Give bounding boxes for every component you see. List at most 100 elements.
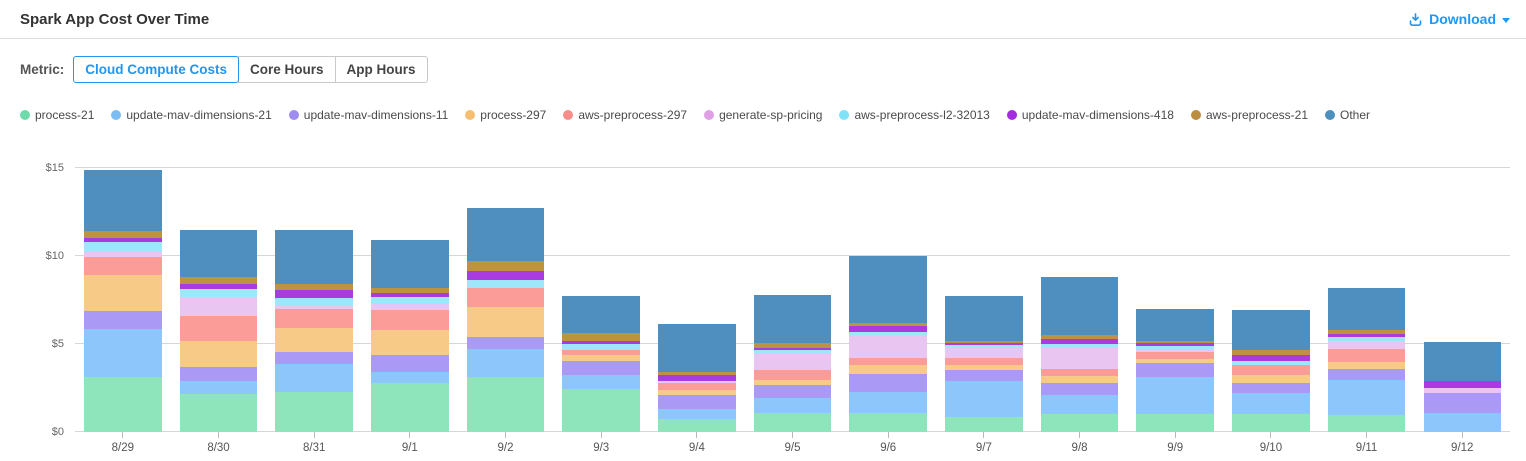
download-button[interactable]: Download: [1408, 11, 1510, 27]
bar-segment-update-mav-dimensions-418[interactable]: [275, 289, 353, 299]
bar-segment-update-mav-dimensions-11[interactable]: [1136, 363, 1214, 378]
bar-segment-aws-preprocess-297[interactable]: [562, 350, 640, 355]
bar-segment-update-mav-dimensions-418[interactable]: [371, 293, 449, 298]
bar-segment-generate-sp-pricing[interactable]: [849, 335, 927, 359]
tab-cloud-compute-costs[interactable]: Cloud Compute Costs: [73, 56, 240, 83]
bar-segment-process-297[interactable]: [371, 329, 449, 356]
bar-segment-aws-preprocess-l2-32013[interactable]: [371, 297, 449, 304]
bar-segment-process-21[interactable]: [1040, 414, 1119, 432]
bar-segment-Other[interactable]: [1423, 342, 1501, 381]
bar-segment-process-297[interactable]: [1040, 375, 1119, 383]
bar-segment-process-297[interactable]: [275, 328, 353, 352]
legend-item-aws-preprocess-297[interactable]: aws-preprocess-297: [563, 108, 687, 122]
bar-segment-process-297[interactable]: [179, 340, 258, 367]
bar-segment-update-mav-dimensions-418[interactable]: [1327, 334, 1406, 338]
bar-segment-update-mav-dimensions-418[interactable]: [753, 347, 832, 351]
bar-segment-generate-sp-pricing[interactable]: [84, 251, 162, 257]
bar-segment-aws-preprocess-21[interactable]: [371, 287, 449, 294]
stacked-bar-9/5[interactable]: [753, 168, 832, 432]
bar-segment-aws-preprocess-21[interactable]: [179, 277, 258, 285]
bar-segment-update-mav-dimensions-21[interactable]: [1040, 395, 1119, 415]
bar-segment-aws-preprocess-l2-32013[interactable]: [179, 288, 258, 297]
bar-segment-update-mav-dimensions-21[interactable]: [1327, 380, 1406, 416]
bar-segment-Other[interactable]: [179, 229, 258, 278]
bar-segment-update-mav-dimensions-418[interactable]: [179, 284, 258, 289]
legend-item-Other[interactable]: Other: [1325, 108, 1370, 122]
bar-segment-aws-preprocess-l2-32013[interactable]: [1232, 360, 1310, 366]
bar-segment-update-mav-dimensions-418[interactable]: [1232, 354, 1310, 361]
bar-segment-update-mav-dimensions-11[interactable]: [562, 360, 640, 375]
bar-segment-Other[interactable]: [371, 240, 449, 288]
legend-item-update-mav-dimensions-21[interactable]: update-mav-dimensions-21: [111, 108, 272, 122]
bar-segment-aws-preprocess-297[interactable]: [371, 309, 449, 330]
bar-segment-update-mav-dimensions-11[interactable]: [1232, 382, 1310, 394]
bar-segment-aws-preprocess-21[interactable]: [562, 332, 640, 342]
bar-segment-update-mav-dimensions-418[interactable]: [1423, 380, 1501, 389]
bar-segment-aws-preprocess-l2-32013[interactable]: [753, 350, 832, 354]
legend-item-update-mav-dimensions-418[interactable]: update-mav-dimensions-418: [1006, 108, 1174, 122]
bar-segment-update-mav-dimensions-21[interactable]: [849, 392, 927, 413]
bar-segment-generate-sp-pricing[interactable]: [753, 353, 832, 371]
bar-segment-Other[interactable]: [1232, 309, 1310, 351]
bar-segment-aws-preprocess-21[interactable]: [1136, 340, 1214, 344]
bar-segment-Other[interactable]: [562, 295, 640, 333]
bar-segment-update-mav-dimensions-11[interactable]: [945, 370, 1023, 381]
stacked-bar-9/3[interactable]: [562, 168, 640, 432]
bar-segment-process-21[interactable]: [275, 392, 353, 432]
bar-segment-update-mav-dimensions-11[interactable]: [466, 336, 545, 350]
bar-segment-aws-preprocess-297[interactable]: [84, 256, 162, 276]
bar-segment-update-mav-dimensions-11[interactable]: [84, 311, 162, 330]
bar-segment-update-mav-dimensions-21[interactable]: [753, 397, 832, 413]
bar-segment-aws-preprocess-21[interactable]: [945, 340, 1023, 344]
bar-segment-aws-preprocess-l2-32013[interactable]: [275, 298, 353, 307]
bar-segment-update-mav-dimensions-11[interactable]: [1040, 382, 1119, 396]
legend-item-process-21[interactable]: process-21: [20, 108, 94, 122]
bar-segment-aws-preprocess-21[interactable]: [466, 261, 545, 272]
bar-segment-process-297[interactable]: [562, 354, 640, 361]
legend-item-aws-preprocess-l2-32013[interactable]: aws-preprocess-l2-32013: [839, 108, 990, 122]
bar-segment-process-21[interactable]: [1327, 415, 1406, 432]
bar-segment-process-297[interactable]: [466, 307, 545, 337]
bar-segment-aws-preprocess-l2-32013[interactable]: [562, 344, 640, 351]
bar-segment-update-mav-dimensions-21[interactable]: [466, 349, 545, 377]
bar-segment-process-297[interactable]: [84, 275, 162, 312]
bar-segment-generate-sp-pricing[interactable]: [1040, 347, 1119, 369]
bar-segment-update-mav-dimensions-21[interactable]: [371, 372, 449, 383]
bar-segment-aws-preprocess-21[interactable]: [753, 343, 832, 348]
bar-segment-update-mav-dimensions-11[interactable]: [179, 366, 258, 381]
bar-segment-update-mav-dimensions-418[interactable]: [849, 326, 927, 332]
tab-core-hours[interactable]: Core Hours: [238, 56, 336, 83]
bar-segment-update-mav-dimensions-11[interactable]: [371, 355, 449, 373]
bar-segment-process-21[interactable]: [371, 382, 449, 432]
bar-segment-process-21[interactable]: [658, 418, 736, 432]
stacked-bar-8/30[interactable]: [179, 168, 258, 432]
bar-segment-process-297[interactable]: [849, 365, 927, 374]
bar-segment-process-21[interactable]: [84, 377, 162, 432]
bar-segment-process-21[interactable]: [179, 394, 258, 432]
bar-segment-generate-sp-pricing[interactable]: [179, 296, 258, 316]
bar-segment-update-mav-dimensions-21[interactable]: [84, 329, 162, 378]
bar-segment-update-mav-dimensions-21[interactable]: [1136, 377, 1214, 414]
bar-segment-aws-preprocess-297[interactable]: [466, 287, 545, 308]
legend-item-generate-sp-pricing[interactable]: generate-sp-pricing: [704, 108, 822, 122]
bar-segment-aws-preprocess-l2-32013[interactable]: [466, 279, 545, 288]
bar-segment-process-297[interactable]: [945, 365, 1023, 371]
bar-segment-update-mav-dimensions-418[interactable]: [84, 237, 162, 242]
bar-segment-generate-sp-pricing[interactable]: [1423, 388, 1501, 394]
legend-item-aws-preprocess-21[interactable]: aws-preprocess-21: [1190, 108, 1308, 122]
bar-segment-Other[interactable]: [658, 323, 736, 373]
bar-segment-update-mav-dimensions-11[interactable]: [753, 384, 832, 398]
bar-segment-Other[interactable]: [84, 169, 162, 231]
bar-segment-process-21[interactable]: [1136, 413, 1214, 432]
bar-segment-aws-preprocess-297[interactable]: [1232, 365, 1310, 375]
bar-segment-aws-preprocess-l2-32013[interactable]: [945, 344, 1023, 348]
bar-segment-aws-preprocess-297[interactable]: [945, 358, 1023, 366]
bar-segment-Other[interactable]: [275, 229, 353, 285]
bar-segment-aws-preprocess-21[interactable]: [1040, 335, 1119, 339]
stacked-bar-9/10[interactable]: [1232, 168, 1310, 432]
bar-segment-generate-sp-pricing[interactable]: [1327, 341, 1406, 350]
stacked-bar-9/2[interactable]: [466, 168, 545, 432]
bar-segment-aws-preprocess-21[interactable]: [84, 230, 162, 238]
bar-segment-update-mav-dimensions-11[interactable]: [275, 351, 353, 365]
bar-segment-aws-preprocess-21[interactable]: [1232, 350, 1310, 355]
